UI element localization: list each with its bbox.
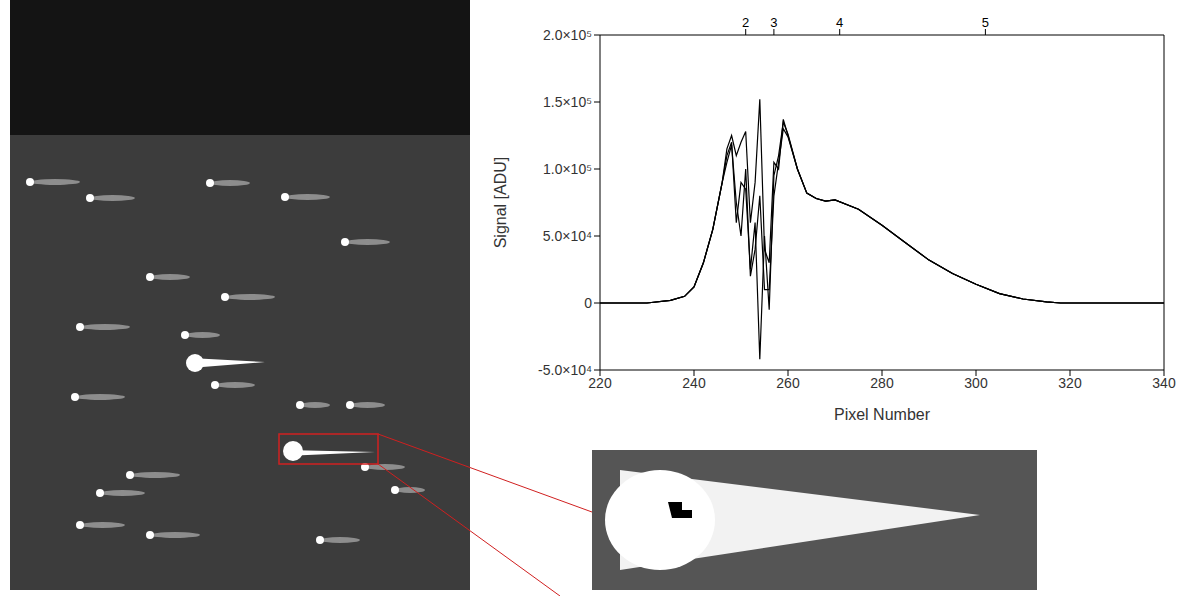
svg-text:4: 4 (836, 15, 843, 30)
svg-text:260: 260 (776, 375, 800, 391)
svg-text:Signal [ADU]: Signal [ADU] (492, 157, 509, 249)
svg-text:3: 3 (770, 15, 777, 30)
svg-text:300: 300 (964, 375, 988, 391)
svg-text:1.5×10⁵: 1.5×10⁵ (543, 94, 592, 110)
svg-text:240: 240 (682, 375, 706, 391)
svg-text:320: 320 (1058, 375, 1082, 391)
svg-text:1.0×10⁵: 1.0×10⁵ (543, 161, 592, 177)
svg-text:2: 2 (742, 15, 749, 30)
svg-text:0: 0 (584, 295, 592, 311)
svg-text:340: 340 (1152, 375, 1176, 391)
svg-text:220: 220 (588, 374, 612, 391)
svg-text:2.0×10⁵: 2.0×10⁵ (543, 27, 592, 43)
svg-text:Pixel Number: Pixel Number (834, 406, 931, 423)
svg-text:5: 5 (982, 15, 989, 30)
svg-text:280: 280 (870, 375, 894, 391)
svg-text:5.0×10⁴: 5.0×10⁴ (543, 228, 592, 244)
svg-text:-5.0×10⁴: -5.0×10⁴ (538, 362, 592, 378)
